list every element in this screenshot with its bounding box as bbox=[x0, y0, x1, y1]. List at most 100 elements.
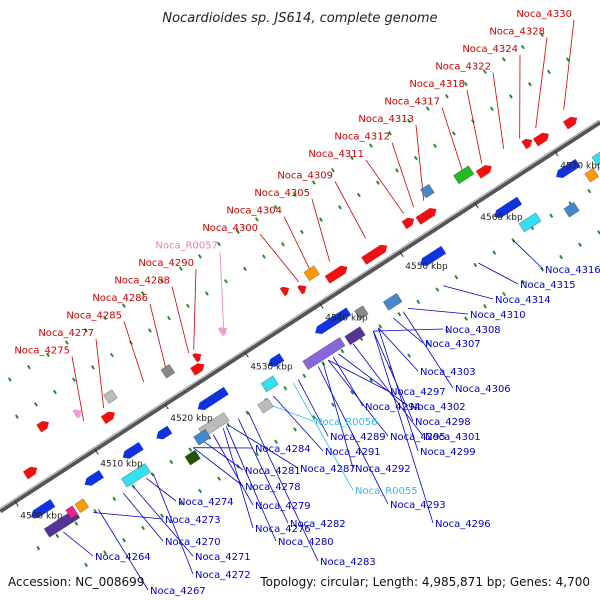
gene-label-bottom: Noca_4314 bbox=[495, 295, 551, 306]
leader-line bbox=[377, 327, 419, 372]
leader-line bbox=[415, 124, 425, 201]
gene-label-top: Noca_4290 bbox=[138, 258, 194, 269]
leader-line bbox=[365, 159, 405, 214]
strand-dot bbox=[445, 328, 449, 334]
gene-label-bottom: Noca_4278 bbox=[245, 482, 301, 493]
gene-label-top: Noca_4275 bbox=[14, 346, 70, 357]
strand-dot bbox=[45, 352, 50, 358]
tick-mark bbox=[554, 151, 559, 157]
gene-box bbox=[193, 429, 211, 446]
leader-line bbox=[338, 353, 409, 407]
gene-box bbox=[584, 168, 599, 183]
strand-dot bbox=[331, 402, 335, 408]
gene-arrow bbox=[315, 307, 352, 335]
gene-label-top: Noca_4318 bbox=[409, 79, 465, 90]
leader-line bbox=[97, 509, 149, 591]
leader-line bbox=[259, 233, 299, 282]
leader-line bbox=[408, 307, 469, 315]
leader-line bbox=[292, 382, 354, 491]
strand-dot bbox=[261, 254, 266, 259]
accession-text: Accession: NC_008699 bbox=[8, 575, 144, 589]
leader-line bbox=[95, 338, 105, 409]
strand-dot bbox=[112, 496, 117, 502]
strand-dot bbox=[464, 316, 468, 321]
leader-line bbox=[123, 321, 145, 383]
strand-dot bbox=[255, 451, 259, 457]
backbone-dots bbox=[7, 32, 600, 568]
gene-label-bottom: Noca_4293 bbox=[390, 500, 446, 511]
strand-dot bbox=[454, 275, 459, 280]
leader-line bbox=[393, 317, 424, 344]
gene-label-bottom: Noca_4301 bbox=[425, 432, 481, 443]
gene-label-bottom: Noca_4279 bbox=[255, 501, 311, 512]
leader-line bbox=[352, 343, 424, 437]
strand-dot bbox=[293, 427, 297, 432]
strand-dot bbox=[84, 562, 88, 568]
gene-label-bottom: Noca_4306 bbox=[455, 384, 511, 395]
strand-dot bbox=[217, 476, 221, 481]
genome-axis bbox=[0, 119, 600, 514]
axis-highlight bbox=[0, 119, 600, 510]
strand-dot bbox=[302, 373, 307, 379]
strand-dot bbox=[140, 291, 145, 296]
leader-line bbox=[247, 411, 319, 562]
leader-line bbox=[152, 473, 194, 575]
gene-label-bottom: Noca_4315 bbox=[520, 280, 576, 291]
strand-dot bbox=[197, 254, 202, 259]
strand-dot bbox=[93, 508, 98, 514]
gene-label-bottom: Noca_4273 bbox=[165, 515, 221, 526]
gene-label-bottom: Noca_4270 bbox=[165, 537, 221, 548]
map-title: Nocardioides sp. JS614, complete genome bbox=[162, 11, 437, 26]
strand-dot bbox=[397, 311, 402, 317]
leader-line bbox=[372, 330, 414, 422]
strand-dot bbox=[74, 521, 79, 526]
gene-arrow bbox=[533, 132, 549, 147]
strand-dot bbox=[482, 69, 487, 74]
gene-box bbox=[420, 184, 435, 199]
strand-dot bbox=[340, 348, 345, 354]
gene-arrow bbox=[279, 286, 290, 297]
gene-label-top: Noca_4288 bbox=[114, 276, 170, 287]
gene-arrow bbox=[494, 196, 523, 218]
strand-dot bbox=[7, 377, 12, 382]
leader-line bbox=[283, 216, 313, 274]
tick-label: 4560 kbp bbox=[480, 213, 523, 223]
strand-dot bbox=[64, 340, 69, 345]
tick-mark bbox=[319, 303, 324, 309]
leader-line bbox=[219, 251, 225, 331]
gene-arrow bbox=[156, 425, 173, 440]
gene-arrow bbox=[192, 353, 202, 363]
tick-mark bbox=[474, 202, 479, 209]
strand-dot bbox=[121, 303, 126, 308]
gene-label-bottom: Noca_4271 bbox=[195, 552, 251, 563]
strand-dot bbox=[141, 525, 145, 531]
strand-dot bbox=[274, 439, 278, 444]
gene-arrow bbox=[562, 116, 578, 130]
strand-dot bbox=[502, 291, 506, 297]
gene-label-bottom: Noca_4295 bbox=[390, 432, 446, 443]
gene-label-top: Noca_4322 bbox=[435, 62, 491, 73]
strand-dot bbox=[489, 106, 494, 112]
gene-label-top: Noca_4312 bbox=[334, 132, 390, 143]
strand-dot bbox=[394, 168, 399, 173]
gene-arrow bbox=[297, 285, 307, 295]
gene-label-bottom: Noca_R0055 bbox=[355, 486, 418, 497]
strand-dot bbox=[242, 266, 247, 272]
strand-dot bbox=[283, 385, 288, 391]
strand-dot bbox=[597, 230, 600, 235]
gene-features bbox=[22, 116, 600, 538]
strand-dot bbox=[160, 513, 164, 518]
strand-dot bbox=[587, 188, 592, 194]
strand-dot bbox=[432, 143, 437, 148]
strand-dot bbox=[55, 533, 60, 539]
gene-label-top: Noca_4328 bbox=[489, 27, 545, 38]
strand-dot bbox=[26, 364, 31, 370]
strand-dot bbox=[254, 217, 259, 222]
leader-line bbox=[441, 107, 465, 175]
leader-line bbox=[122, 492, 164, 542]
gene-label-top: Noca_4311 bbox=[308, 149, 364, 160]
leader-line bbox=[311, 198, 331, 262]
strand-dot bbox=[311, 180, 316, 185]
gene-label-bottom: Noca_4274 bbox=[178, 497, 234, 508]
